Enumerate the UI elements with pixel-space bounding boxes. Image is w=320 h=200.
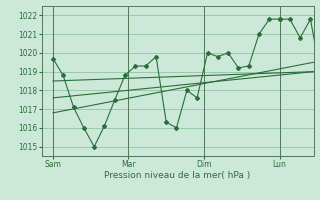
X-axis label: Pression niveau de la mer( hPa ): Pression niveau de la mer( hPa ): [104, 171, 251, 180]
